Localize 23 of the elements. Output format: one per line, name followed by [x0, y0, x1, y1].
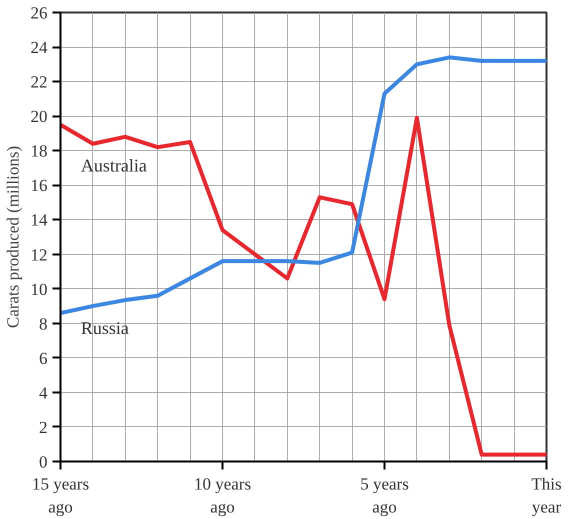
- y-tick-label: 4: [39, 383, 48, 402]
- x-tick-label: 10 years ago: [194, 474, 252, 516]
- y-tick-label: 16: [30, 176, 48, 196]
- y-tick-label: 18: [30, 142, 48, 161]
- y-tick-label: 24: [30, 38, 48, 58]
- y-tick-label: 10: [30, 280, 48, 299]
- y-tick-label: 2: [39, 418, 48, 437]
- x-tick-label: 15 years ago: [32, 474, 90, 516]
- y-tick-label: 0: [39, 452, 48, 472]
- x-tick-label: This year: [531, 474, 562, 516]
- y-tick-label: 12: [30, 245, 48, 264]
- line-series: [60, 55, 546, 315]
- y-tick-label: 20: [30, 107, 48, 126]
- y-tick-label: 8: [39, 314, 48, 334]
- y-tick-label: 26: [30, 4, 48, 22]
- line-series: [60, 116, 546, 457]
- series-label: Russia: [80, 318, 129, 338]
- x-tick-label: 5 years ago: [360, 474, 409, 516]
- y-tick-label: 22: [30, 72, 48, 92]
- y-tick-label: 14: [30, 210, 48, 230]
- y-tick-label: 6: [39, 348, 48, 368]
- series-label: Australia: [80, 156, 147, 176]
- y-axis-title: Carats produced (millions): [4, 146, 22, 328]
